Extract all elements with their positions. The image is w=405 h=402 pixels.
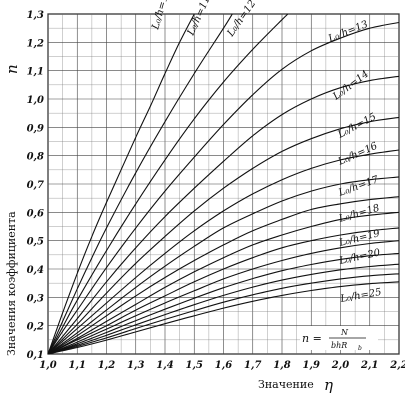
curve-label: L₀/h=16 xyxy=(336,141,380,169)
curve-label: L₀/h=10 xyxy=(150,0,172,32)
curve-series-12 xyxy=(47,252,400,355)
curve-series-14 xyxy=(47,273,400,355)
curve-series-6 xyxy=(47,149,400,355)
formula-subscript: b xyxy=(358,345,362,352)
y-tick-label: 1,0 xyxy=(27,95,44,106)
x-axis-symbol: η xyxy=(324,376,333,394)
y-axis-label: Значения коэффициента xyxy=(5,211,18,356)
x-tick-label: 1,5 xyxy=(186,360,203,371)
curve-label: L₀/h=11 xyxy=(185,0,212,38)
y-tick-label: 0,6 xyxy=(27,208,44,219)
formula-denominator: bhR xyxy=(331,341,347,350)
curve-series-1 xyxy=(47,13,233,355)
x-tick-label: 1,0 xyxy=(39,360,56,371)
curve-series-13 xyxy=(47,263,400,355)
y-tick-labels: 0,1 0,2 0,3 0,4 0,5 0,6 0,7 0,8 0,9 1,0 1,1 1,2 1,3 xyxy=(27,10,44,361)
x-tick-label: 1,6 xyxy=(215,360,232,371)
x-tick-label: 1,8 xyxy=(273,360,290,371)
y-tick-label: 0,5 xyxy=(27,237,44,248)
x-tick-label: 2,2 xyxy=(389,360,405,371)
y-tick-label: 1,2 xyxy=(27,38,44,49)
y-tick-label: 0,4 xyxy=(27,265,44,276)
curve-label: L₀/h=25 xyxy=(339,287,383,305)
curve-label: L₀/h=20 xyxy=(337,247,382,267)
y-tick-label: 1,1 xyxy=(27,67,44,78)
curve-label: L₀/h=17 xyxy=(336,174,380,199)
x-tick-label: 1,7 xyxy=(244,360,261,371)
curve-series-2 xyxy=(47,13,289,355)
curve-series-7 xyxy=(47,176,400,355)
x-tick-label: 2,0 xyxy=(331,360,349,371)
curves xyxy=(47,13,400,355)
x-tick-label: 1,4 xyxy=(156,360,173,371)
curve-label: L₀/h=14 xyxy=(330,69,371,103)
y-tick-label: 0,9 xyxy=(27,123,44,134)
curve-series-10 xyxy=(47,227,400,355)
curve-label: L₀/h=19 xyxy=(337,228,382,249)
y-tick-label: 0,1 xyxy=(27,350,44,361)
y-tick-label: 0,3 xyxy=(27,293,44,304)
curve-series-11 xyxy=(47,240,400,355)
x-tick-label: 2,1 xyxy=(360,360,378,371)
y-axis-title: Значения коэффициента n xyxy=(3,64,21,356)
x-tick-label: 1,9 xyxy=(303,360,320,371)
curve-series-0 xyxy=(47,13,195,355)
curve-series-9 xyxy=(47,211,400,355)
curve-series-8 xyxy=(47,196,400,355)
y-tick-label: 0,2 xyxy=(27,322,44,333)
formula-numerator: N xyxy=(340,328,349,337)
curve-label: L₀/h=13 xyxy=(326,19,370,45)
curve-series-4 xyxy=(47,75,400,355)
y-tick-label: 1,3 xyxy=(27,10,44,21)
curve-label: L₀/h=18 xyxy=(337,203,381,225)
y-tick-label: 0,7 xyxy=(27,180,44,191)
curve-series-3 xyxy=(47,21,400,355)
x-tick-label: 1,1 xyxy=(69,360,86,371)
y-tick-label: 0,8 xyxy=(27,152,44,163)
y-axis-symbol: n xyxy=(3,64,21,74)
x-axis-title: Значение η xyxy=(258,376,333,394)
formula-lhs: n = xyxy=(302,332,322,345)
curve-label: L₀/h=12 xyxy=(225,0,258,40)
x-tick-label: 1,3 xyxy=(127,360,144,371)
curve-label: L₀/h=15 xyxy=(335,111,378,141)
x-axis-label: Значение xyxy=(258,378,314,391)
curve-series-5 xyxy=(47,116,400,355)
formula-box: n = N bhR b xyxy=(300,326,378,352)
curve-series-15 xyxy=(47,281,400,355)
x-tick-labels: 1,0 1,1 1,2 1,3 1,4 1,5 1,6 1,7 1,8 1,9 2,0 2,1 2,2 xyxy=(39,360,405,371)
curve-labels: L₀/h=10 L₀/h=11 L₀/h=12 L₀/h=13 L₀/h=14 L₀/h=… xyxy=(150,0,382,305)
x-tick-label: 1,2 xyxy=(98,360,115,371)
